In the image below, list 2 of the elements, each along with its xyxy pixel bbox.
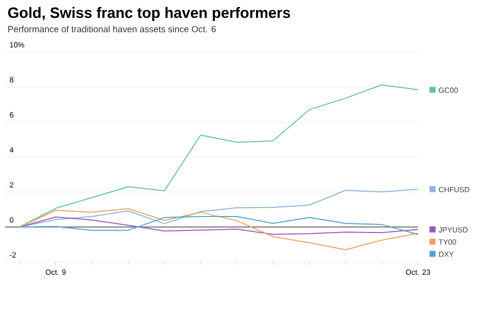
chart-subtitle: Performance of traditional haven assets since Oct. 6	[8, 26, 216, 32]
chart-title: Gold, Swiss franc top haven performers	[8, 7, 290, 21]
